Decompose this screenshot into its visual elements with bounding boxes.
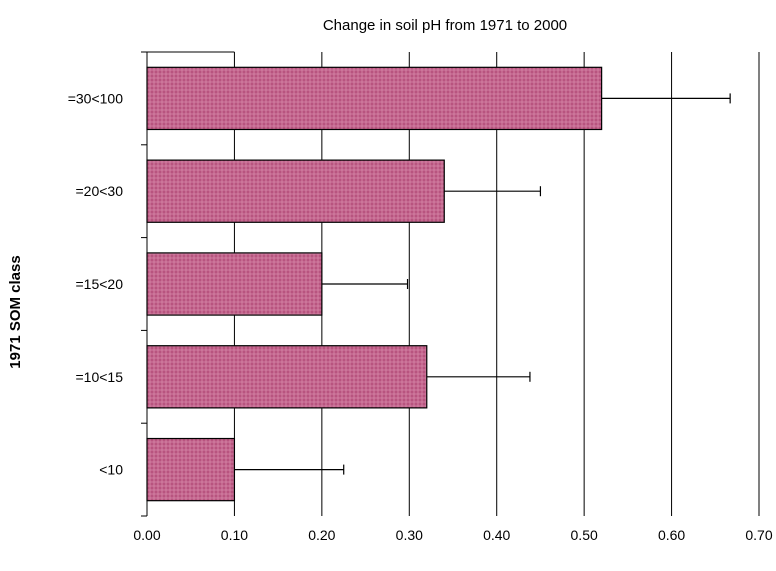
- y-axis-label: 1971 SOM class: [7, 255, 24, 368]
- category-labels: =30<100 =20<30 =15<20 =10<15 <10: [68, 90, 124, 477]
- error-bar: [601, 93, 731, 104]
- error-bar: [444, 186, 542, 197]
- x-tick-label: 0.10: [221, 527, 248, 543]
- category-label: =30<100: [68, 90, 123, 106]
- x-tick-label: 0.30: [396, 527, 423, 543]
- bar: [146, 345, 428, 409]
- error-bar: [234, 464, 345, 475]
- x-tick-label: 0.00: [133, 527, 160, 543]
- x-tick-label: 0.40: [483, 527, 510, 543]
- bars: [146, 66, 603, 502]
- category-label: =20<30: [76, 183, 124, 199]
- category-label: =15<20: [76, 276, 124, 292]
- bar: [146, 66, 603, 131]
- error-bars: [234, 93, 731, 475]
- x-tick-labels: 0.00 0.10 0.20 0.30 0.40 0.50 0.60 0.70: [133, 527, 772, 543]
- error-bar: [321, 279, 409, 289]
- bar: [146, 437, 236, 502]
- bar: [146, 252, 323, 316]
- chart-title: Change in soil pH from 1971 to 2000: [323, 17, 567, 34]
- x-tick-label: 0.60: [658, 527, 685, 543]
- x-tick-label: 0.20: [308, 527, 335, 543]
- error-bar: [426, 371, 531, 382]
- x-tick-label: 0.70: [745, 527, 772, 543]
- bar: [146, 159, 445, 223]
- axes: [141, 51, 235, 517]
- category-label: =10<15: [76, 369, 124, 385]
- category-label: <10: [99, 462, 123, 478]
- x-tick-label: 0.50: [571, 527, 598, 543]
